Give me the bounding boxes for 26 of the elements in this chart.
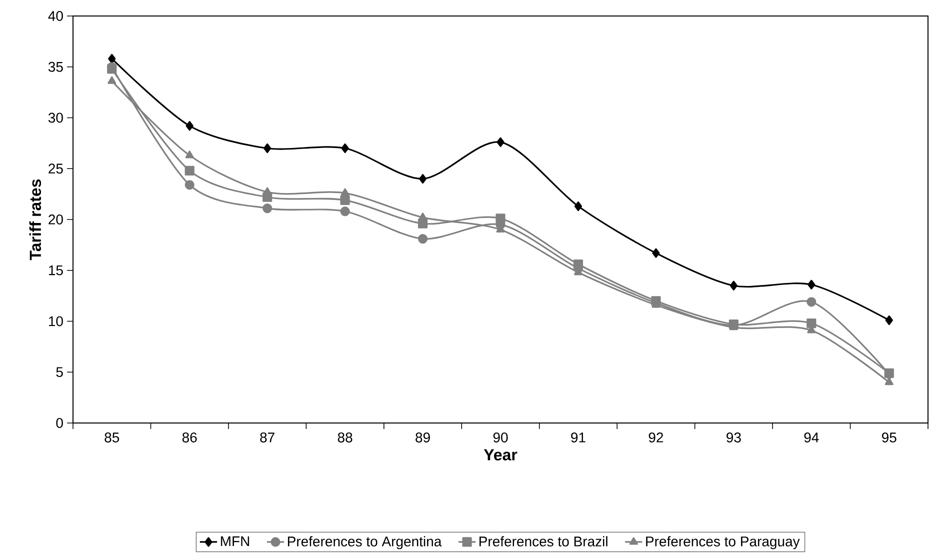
y-axis-title: Tariff rates xyxy=(29,179,42,260)
y-tick-label: 15 xyxy=(48,265,63,276)
x-tick-label: 92 xyxy=(648,432,664,442)
y-tick-label: 0 xyxy=(56,418,63,428)
x-tick-label: 95 xyxy=(882,432,896,442)
x-tick-label: 89 xyxy=(416,432,430,442)
y-tick-label: 10 xyxy=(48,316,63,326)
x-tick-label: 90 xyxy=(493,432,508,442)
y-tick-label: 30 xyxy=(48,112,63,123)
y-tick-label: 35 xyxy=(48,62,63,72)
x-tick-label: 94 xyxy=(804,432,819,442)
y-tick-label: 5 xyxy=(56,367,63,377)
x-tick-label: 88 xyxy=(338,432,352,442)
legend-label: Preferences to Argentina xyxy=(288,536,442,550)
y-tick-label: 20 xyxy=(48,214,63,224)
x-tick-label: 91 xyxy=(571,432,586,442)
y-tick-label: 40 xyxy=(48,11,63,21)
x-tick-label: 93 xyxy=(726,432,741,442)
x-axis-title: Year xyxy=(484,449,518,460)
x-tick-label: 85 xyxy=(104,432,120,442)
y-tick-label: 25 xyxy=(48,164,63,174)
x-tick-label: 86 xyxy=(182,432,197,442)
x-tick-label: 87 xyxy=(260,432,274,442)
legend-label: MFN xyxy=(220,536,250,546)
legend-label: Preferences to Paraguay xyxy=(646,536,800,550)
legend-label: Preferences to Brazil xyxy=(480,536,608,546)
